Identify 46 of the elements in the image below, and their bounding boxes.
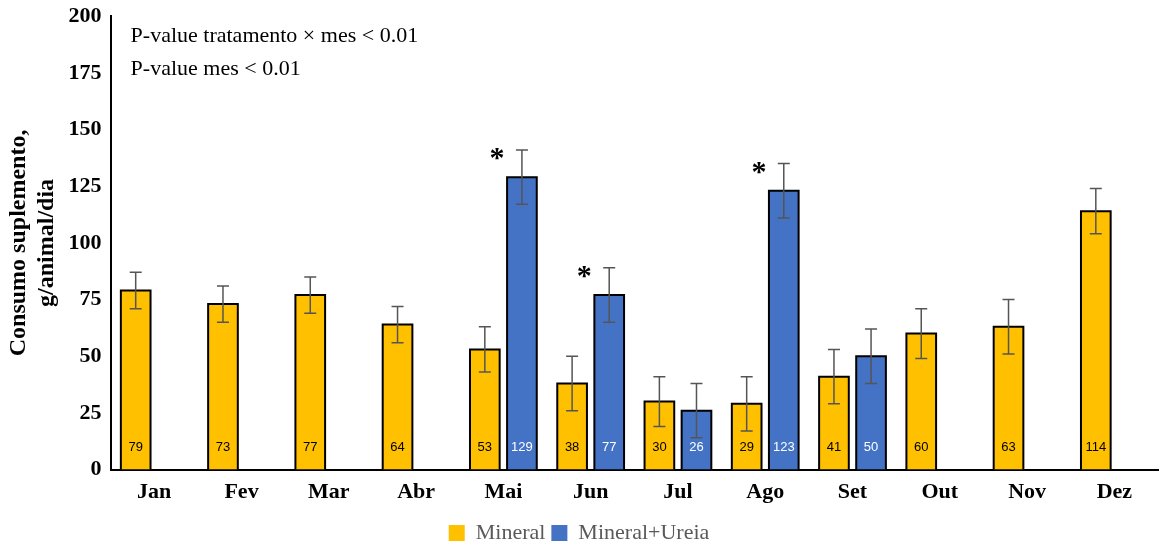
y-tick-label: 150 (68, 115, 102, 141)
data-label: 77 (303, 439, 318, 455)
x-tick-label: Jul (663, 478, 693, 504)
x-tick-label: Set (837, 478, 868, 504)
annotation: P-value mes < 0.01 (130, 54, 301, 80)
annotation: P-value tratamento × mes < 0.01 (130, 21, 419, 47)
x-tick-label: Jun (572, 478, 609, 504)
x-tick-label: Jan (137, 478, 172, 504)
y-axis-title: Consumo suplemento, g/animal/dia (3, 129, 59, 357)
y-tick-label: 175 (68, 58, 102, 84)
data-label: 50 (863, 439, 879, 455)
y-tick-label: 50 (79, 341, 102, 367)
x-tick-label: Out (921, 478, 959, 504)
x-tick-label: Mai (484, 478, 523, 504)
data-label: 26 (689, 439, 704, 455)
x-tick-label: Nov (1008, 478, 1047, 504)
data-label: 60 (914, 439, 929, 455)
data-label: 64 (390, 439, 405, 455)
data-label: 63 (1001, 439, 1016, 455)
data-label: 123 (772, 439, 795, 455)
data-label: 30 (652, 439, 667, 455)
data-label: 38 (564, 439, 580, 455)
y-tick-label: 25 (79, 398, 102, 424)
x-tick-label: Ago (746, 478, 785, 504)
x-tick-label: Mar (308, 478, 350, 504)
x-tick-label: Dez (1096, 478, 1133, 504)
data-label: 73 (215, 439, 231, 455)
data-label: 79 (128, 439, 143, 455)
legend-label: Mineral (475, 518, 546, 544)
y-tick-label: 200 (68, 1, 102, 27)
x-tick-label: Abr (397, 478, 436, 504)
y-tick-label: 125 (68, 171, 102, 197)
data-label: 41 (826, 439, 842, 455)
legend-label: Mineral+Ureia (578, 518, 710, 544)
annotation: * (576, 257, 592, 291)
y-tick-label: 100 (68, 228, 102, 254)
data-label: 129 (511, 439, 533, 455)
y-tick-label: 0 (90, 455, 102, 481)
annotation: * (751, 153, 767, 187)
annotation: * (489, 139, 505, 173)
y-tick-label: 75 (79, 285, 102, 311)
x-tick-label: Fev (224, 478, 259, 504)
data-label: 77 (601, 439, 617, 455)
data-label: 29 (739, 439, 754, 455)
data-label: 114 (1085, 439, 1107, 455)
data-label: 53 (477, 439, 493, 455)
